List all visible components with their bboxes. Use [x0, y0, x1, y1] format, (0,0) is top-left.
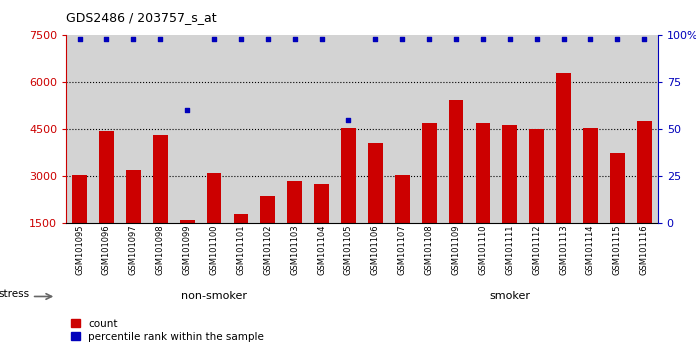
Bar: [207, 173, 221, 223]
Point: [477, 36, 489, 42]
Point: [316, 36, 327, 42]
Bar: [126, 170, 141, 223]
Text: GDS2486 / 203757_s_at: GDS2486 / 203757_s_at: [66, 11, 216, 24]
Bar: [314, 184, 329, 223]
Point: [531, 36, 542, 42]
Text: stress: stress: [0, 289, 30, 299]
Point: [343, 117, 354, 122]
Bar: [503, 125, 517, 223]
Bar: [234, 214, 248, 223]
Bar: [556, 73, 571, 223]
Text: non-smoker: non-smoker: [181, 291, 247, 302]
Bar: [72, 175, 87, 223]
Point: [370, 36, 381, 42]
Bar: [475, 123, 490, 223]
Point: [397, 36, 408, 42]
Bar: [341, 128, 356, 223]
Bar: [422, 123, 436, 223]
Bar: [583, 128, 598, 223]
Bar: [260, 196, 275, 223]
Point: [450, 36, 461, 42]
Text: smoker: smoker: [489, 291, 530, 302]
Bar: [395, 175, 410, 223]
Bar: [530, 129, 544, 223]
Legend: count, percentile rank within the sample: count, percentile rank within the sample: [71, 319, 264, 342]
Point: [128, 36, 139, 42]
Bar: [637, 121, 651, 223]
Point: [74, 36, 85, 42]
Point: [289, 36, 300, 42]
Bar: [153, 136, 168, 223]
Bar: [287, 181, 302, 223]
Bar: [449, 99, 464, 223]
Point: [262, 36, 274, 42]
Point: [558, 36, 569, 42]
Bar: [99, 131, 114, 223]
Point: [639, 36, 650, 42]
Point: [612, 36, 623, 42]
Point: [155, 36, 166, 42]
Bar: [180, 220, 194, 223]
Point: [585, 36, 596, 42]
Bar: [610, 153, 625, 223]
Point: [424, 36, 435, 42]
Point: [182, 108, 193, 113]
Point: [504, 36, 515, 42]
Point: [209, 36, 220, 42]
Point: [101, 36, 112, 42]
Bar: [368, 143, 383, 223]
Point: [235, 36, 246, 42]
